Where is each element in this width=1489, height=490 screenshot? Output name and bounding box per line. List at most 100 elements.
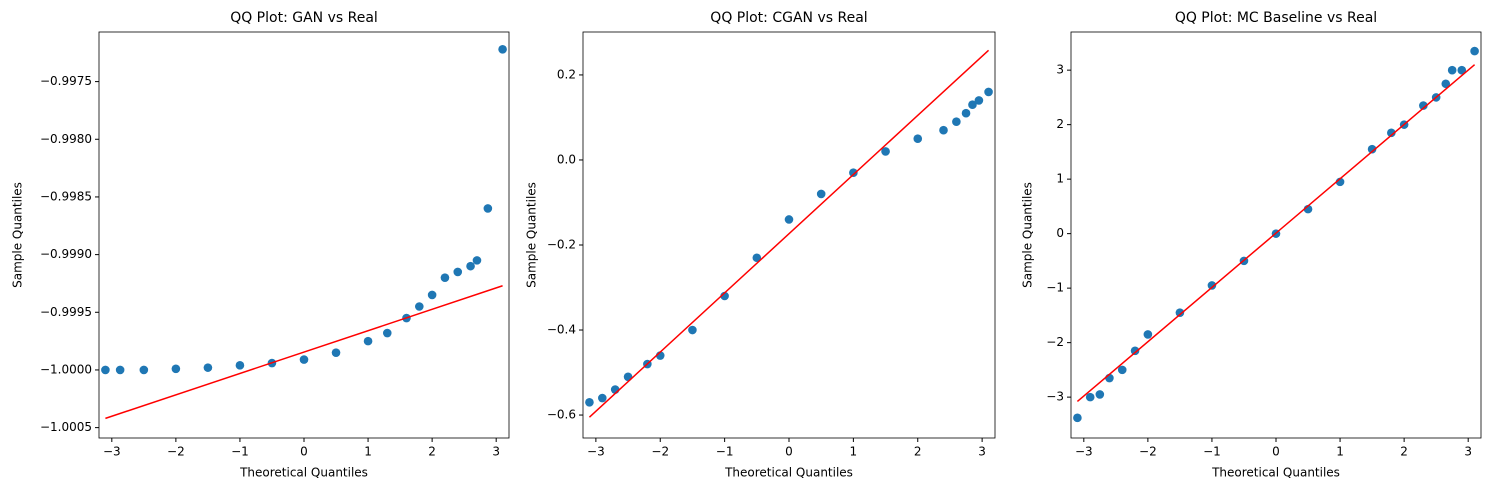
x-tick-label: 0: [1272, 445, 1280, 459]
data-point: [453, 267, 463, 277]
data-point: [363, 336, 373, 346]
y-tick-label: −0.4: [547, 323, 576, 337]
x-tick-label: 1: [364, 445, 372, 459]
reference-line: [588, 49, 990, 418]
data-point: [203, 363, 213, 372]
data-point: [849, 168, 858, 178]
subplot: QQ Plot: GAN vs Real Theoretical Quantile…: [11, 10, 510, 480]
data-point: [171, 364, 181, 374]
data-point: [1447, 65, 1457, 75]
data-point: [1470, 46, 1479, 56]
y-tick-label: 0: [1056, 226, 1064, 240]
y-tick-label: −0.9995: [40, 305, 92, 319]
data-point: [784, 215, 794, 224]
x-tick-label: −1: [1203, 445, 1221, 459]
data-point: [913, 134, 923, 144]
data-point: [1130, 346, 1140, 356]
y-tick-label: −2: [1046, 335, 1064, 349]
data-point: [585, 397, 594, 407]
x-tick-label: −3: [103, 445, 121, 459]
x-tick-label: 3: [1464, 445, 1472, 459]
y-axis-label: Sample Quantiles: [1021, 182, 1035, 288]
subplot: QQ Plot: CGAN vs Real Theoretical Quantil…: [525, 10, 996, 480]
subplot: QQ Plot: MC Baseline vs Real Theoretical …: [1021, 10, 1482, 480]
y-tick-label: −3: [1046, 390, 1064, 404]
subplot-title: QQ Plot: MC Baseline vs Real: [1175, 10, 1377, 26]
subplot-title: QQ Plot: GAN vs Real: [230, 10, 378, 26]
y-tick-label: 1: [1056, 172, 1064, 186]
reference-line: [1076, 64, 1476, 403]
y-tick-label: −0.9975: [40, 74, 92, 88]
subplot-title: QQ Plot: CGAN vs Real: [710, 10, 867, 26]
data-point: [115, 365, 125, 375]
y-tick-label: 3: [1056, 63, 1064, 77]
x-tick-label: 2: [428, 445, 436, 459]
y-tick-label: −1: [1046, 281, 1064, 295]
data-point: [1367, 144, 1377, 154]
y-tick-label: 2: [1056, 117, 1064, 131]
y-tick-label: −0.9990: [40, 247, 92, 261]
data-point: [1095, 390, 1105, 399]
y-axis-label: Sample Quantiles: [11, 182, 25, 288]
data-point: [382, 328, 392, 338]
data-point: [427, 290, 437, 300]
data-point: [984, 87, 993, 97]
x-tick-label: 3: [492, 445, 500, 459]
data-point: [1457, 65, 1467, 75]
data-point: [939, 125, 948, 135]
data-point: [598, 393, 607, 403]
data-point: [235, 361, 245, 370]
data-point: [1441, 79, 1451, 89]
data-point: [968, 100, 977, 109]
data-point: [1085, 392, 1095, 402]
data-point: [1143, 330, 1153, 339]
data-point: [1419, 101, 1428, 110]
x-tick-label: 3: [978, 445, 986, 459]
x-tick-label: −2: [167, 445, 185, 459]
x-tick-label: 1: [850, 445, 858, 459]
data-point: [299, 355, 309, 364]
x-tick-label: −3: [587, 445, 605, 459]
y-tick-label: −0.2: [547, 237, 576, 251]
data-point: [498, 45, 507, 54]
data-point: [101, 365, 110, 375]
data-point: [720, 291, 729, 301]
data-point: [466, 261, 475, 271]
y-tick-label: −0.9980: [40, 132, 92, 146]
x-tick-label: 0: [785, 445, 793, 459]
data-point: [816, 189, 826, 199]
x-tick-label: 0: [300, 445, 308, 459]
data-point: [1073, 413, 1082, 423]
y-tick-label: −0.9985: [40, 189, 92, 203]
plot-frame: [582, 31, 996, 439]
y-tick-label: 0.0: [557, 152, 576, 166]
data-point: [1117, 365, 1127, 375]
plot-frame: [98, 31, 510, 439]
y-tick-label: −1.0000: [40, 362, 92, 376]
y-tick-label: −0.6: [547, 408, 576, 422]
data-point: [881, 147, 890, 156]
x-axis-label: Theoretical Quantiles: [239, 466, 368, 480]
data-point: [331, 348, 341, 357]
plot-frame: [1070, 31, 1482, 439]
data-point: [752, 253, 762, 263]
data-point: [472, 256, 482, 265]
data-point: [974, 96, 984, 105]
x-tick-label: −1: [716, 445, 734, 459]
data-point: [440, 273, 450, 282]
x-tick-label: −2: [651, 445, 669, 459]
x-tick-label: 1: [1336, 445, 1344, 459]
x-axis-label: Theoretical Quantiles: [724, 466, 853, 480]
reference-line: [105, 285, 503, 420]
y-tick-label: −1.0005: [40, 420, 92, 434]
data-point: [952, 117, 961, 127]
y-tick-label: 0.2: [557, 67, 576, 81]
data-point: [415, 302, 424, 311]
x-tick-label: −3: [1075, 445, 1093, 459]
data-point: [961, 108, 971, 118]
data-point: [688, 325, 697, 335]
data-point: [139, 365, 149, 375]
x-axis-label: Theoretical Quantiles: [1211, 466, 1340, 480]
data-point: [1175, 308, 1185, 317]
